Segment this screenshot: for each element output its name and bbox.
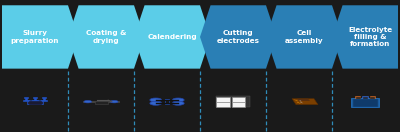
Bar (352, 98, 379, 107)
Bar (363, 97, 367, 98)
Bar (24, 100, 29, 101)
Text: Slurry
preparation: Slurry preparation (11, 30, 59, 44)
Text: Electrolyte
filling &
formation: Electrolyte filling & formation (348, 27, 392, 47)
Circle shape (84, 100, 92, 103)
Bar (83, 101, 119, 102)
Circle shape (150, 98, 162, 102)
Circle shape (165, 99, 169, 101)
Circle shape (172, 101, 184, 105)
Polygon shape (297, 99, 310, 101)
Polygon shape (266, 5, 342, 69)
Circle shape (110, 100, 118, 103)
Bar (216, 102, 230, 107)
Polygon shape (294, 99, 302, 104)
Bar (166, 100, 168, 104)
Circle shape (150, 101, 162, 105)
Bar (370, 97, 374, 98)
Bar (25, 98, 27, 100)
Bar (232, 102, 246, 107)
Polygon shape (68, 5, 144, 69)
Text: Calendering: Calendering (148, 34, 197, 40)
Bar (216, 96, 250, 107)
Bar (355, 96, 360, 98)
Circle shape (165, 103, 169, 104)
Bar (95, 101, 108, 104)
Bar (29, 101, 41, 103)
Bar (34, 98, 36, 100)
Bar (356, 97, 360, 98)
Bar (24, 97, 28, 98)
Bar (354, 99, 376, 106)
Bar (27, 101, 43, 104)
Text: Coating &
drying: Coating & drying (86, 30, 126, 44)
Text: Cutting
electrodes: Cutting electrodes (217, 30, 260, 44)
Bar (42, 100, 46, 101)
Bar (362, 96, 368, 98)
Bar (232, 97, 246, 102)
Polygon shape (292, 99, 318, 105)
Polygon shape (332, 5, 398, 69)
Polygon shape (200, 5, 276, 69)
Bar (43, 98, 45, 100)
Polygon shape (2, 5, 78, 69)
Bar (42, 97, 46, 98)
Polygon shape (298, 100, 304, 103)
Bar (32, 100, 38, 101)
Polygon shape (134, 5, 210, 69)
Bar (216, 97, 230, 102)
Text: Cell
assembly: Cell assembly (285, 30, 324, 44)
Circle shape (172, 98, 184, 102)
Bar (370, 96, 375, 98)
Bar (33, 97, 37, 98)
